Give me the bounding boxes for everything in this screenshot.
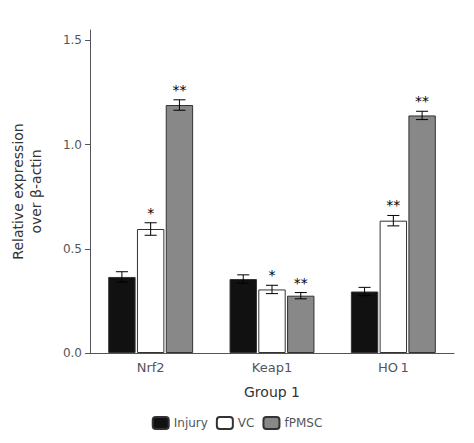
svg-text:Injury: Injury	[174, 416, 208, 430]
svg-text:HO 1: HO 1	[378, 360, 409, 375]
svg-text:**: **	[415, 93, 429, 109]
svg-text:Group 1: Group 1	[244, 384, 300, 400]
svg-text:*: *	[147, 205, 154, 221]
svg-text:over β-actin: over β-actin	[28, 149, 44, 233]
svg-text:*: *	[269, 267, 276, 283]
svg-text:**: **	[386, 197, 400, 213]
svg-text:VC: VC	[238, 416, 255, 430]
svg-text:**: **	[172, 82, 186, 98]
svg-text:fPMSC: fPMSC	[284, 416, 322, 430]
svg-text:1.5: 1.5	[63, 33, 82, 47]
svg-text:Keap1: Keap1	[252, 360, 292, 375]
svg-text:Relative expression: Relative expression	[10, 123, 26, 259]
svg-text:**: **	[294, 275, 308, 291]
svg-text:0.5: 0.5	[63, 242, 82, 256]
svg-text:Nrf2: Nrf2	[137, 360, 165, 375]
svg-text:0.0: 0.0	[63, 346, 82, 360]
svg-text:1.0: 1.0	[63, 138, 82, 152]
